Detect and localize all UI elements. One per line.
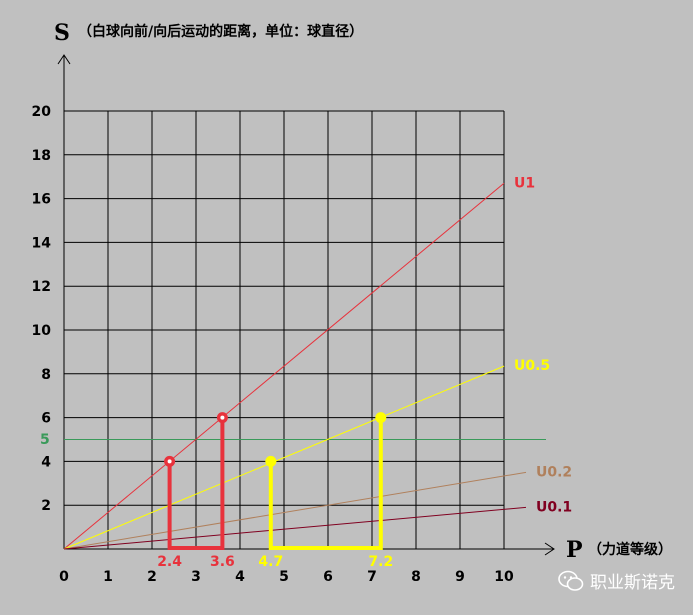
series-label: U0.1 [536, 499, 572, 515]
y-tick-label: 10 [32, 323, 52, 339]
value-label: 3.6 [210, 554, 235, 570]
value-label: 2.4 [157, 554, 182, 570]
y-axis-description: （白球向前/向后运动的距离，单位：球直径） [78, 23, 363, 40]
y-tick-label: 14 [32, 235, 52, 251]
value-label: 4.7 [258, 554, 283, 570]
series-line [63, 365, 505, 550]
x-axis-description: （力道等级） [588, 541, 672, 558]
x-tick-label: 2 [147, 569, 157, 585]
y-axis-arrow [57, 54, 71, 65]
series-line [63, 506, 527, 550]
reference-line-label: 5 [40, 432, 50, 448]
x-tick-label: 0 [59, 569, 69, 585]
marker-group [164, 412, 387, 467]
series-line [63, 471, 527, 550]
bracket-group [167, 417, 383, 550]
x-tick-label: 8 [411, 569, 421, 585]
y-tick-label: 16 [32, 192, 51, 208]
y-tick-label: 12 [32, 279, 51, 295]
y-tick-label: 20 [32, 104, 52, 120]
x-tick-label: 5 [279, 569, 289, 585]
data-point [265, 455, 277, 467]
x-tick-label: 7 [367, 569, 377, 585]
y-tick-label: 18 [32, 148, 51, 164]
y-tick-label: 6 [41, 411, 51, 427]
x-tick-label: 10 [494, 569, 514, 585]
series-labels: U1 U0.5 U0.2 U0.1 [514, 175, 572, 515]
series-label: U0.5 [514, 358, 550, 374]
bracket [167, 417, 225, 550]
y-tick-label: 4 [41, 454, 51, 470]
x-tick-label: 6 [323, 569, 333, 585]
series-line [63, 182, 505, 550]
data-point [375, 412, 387, 424]
watermark: 职业斯诺克 [558, 568, 675, 593]
series-group [63, 182, 527, 550]
watermark-text: 职业斯诺克 [590, 573, 675, 593]
bracket [268, 417, 383, 550]
grid [64, 110, 505, 549]
y-tick-label: 8 [41, 367, 51, 383]
value-labels: 2.4 3.6 4.7 7.2 [157, 554, 393, 570]
wechat-icon [558, 570, 584, 592]
x-axis-arrow [544, 542, 555, 556]
series-label: U0.2 [536, 464, 572, 480]
y-axis-symbol: S [54, 20, 70, 46]
x-tick-label: 1 [103, 569, 113, 585]
x-tick-label: 3 [191, 569, 201, 585]
y-tick-label: 2 [41, 498, 51, 514]
x-tick-label: 9 [455, 569, 465, 585]
series-label: U1 [514, 175, 535, 191]
data-point-center [167, 459, 172, 464]
data-point-center [220, 415, 225, 420]
value-label: 7.2 [368, 554, 393, 570]
x-tick-label: 4 [235, 569, 245, 585]
x-axis-symbol: P [566, 537, 583, 563]
